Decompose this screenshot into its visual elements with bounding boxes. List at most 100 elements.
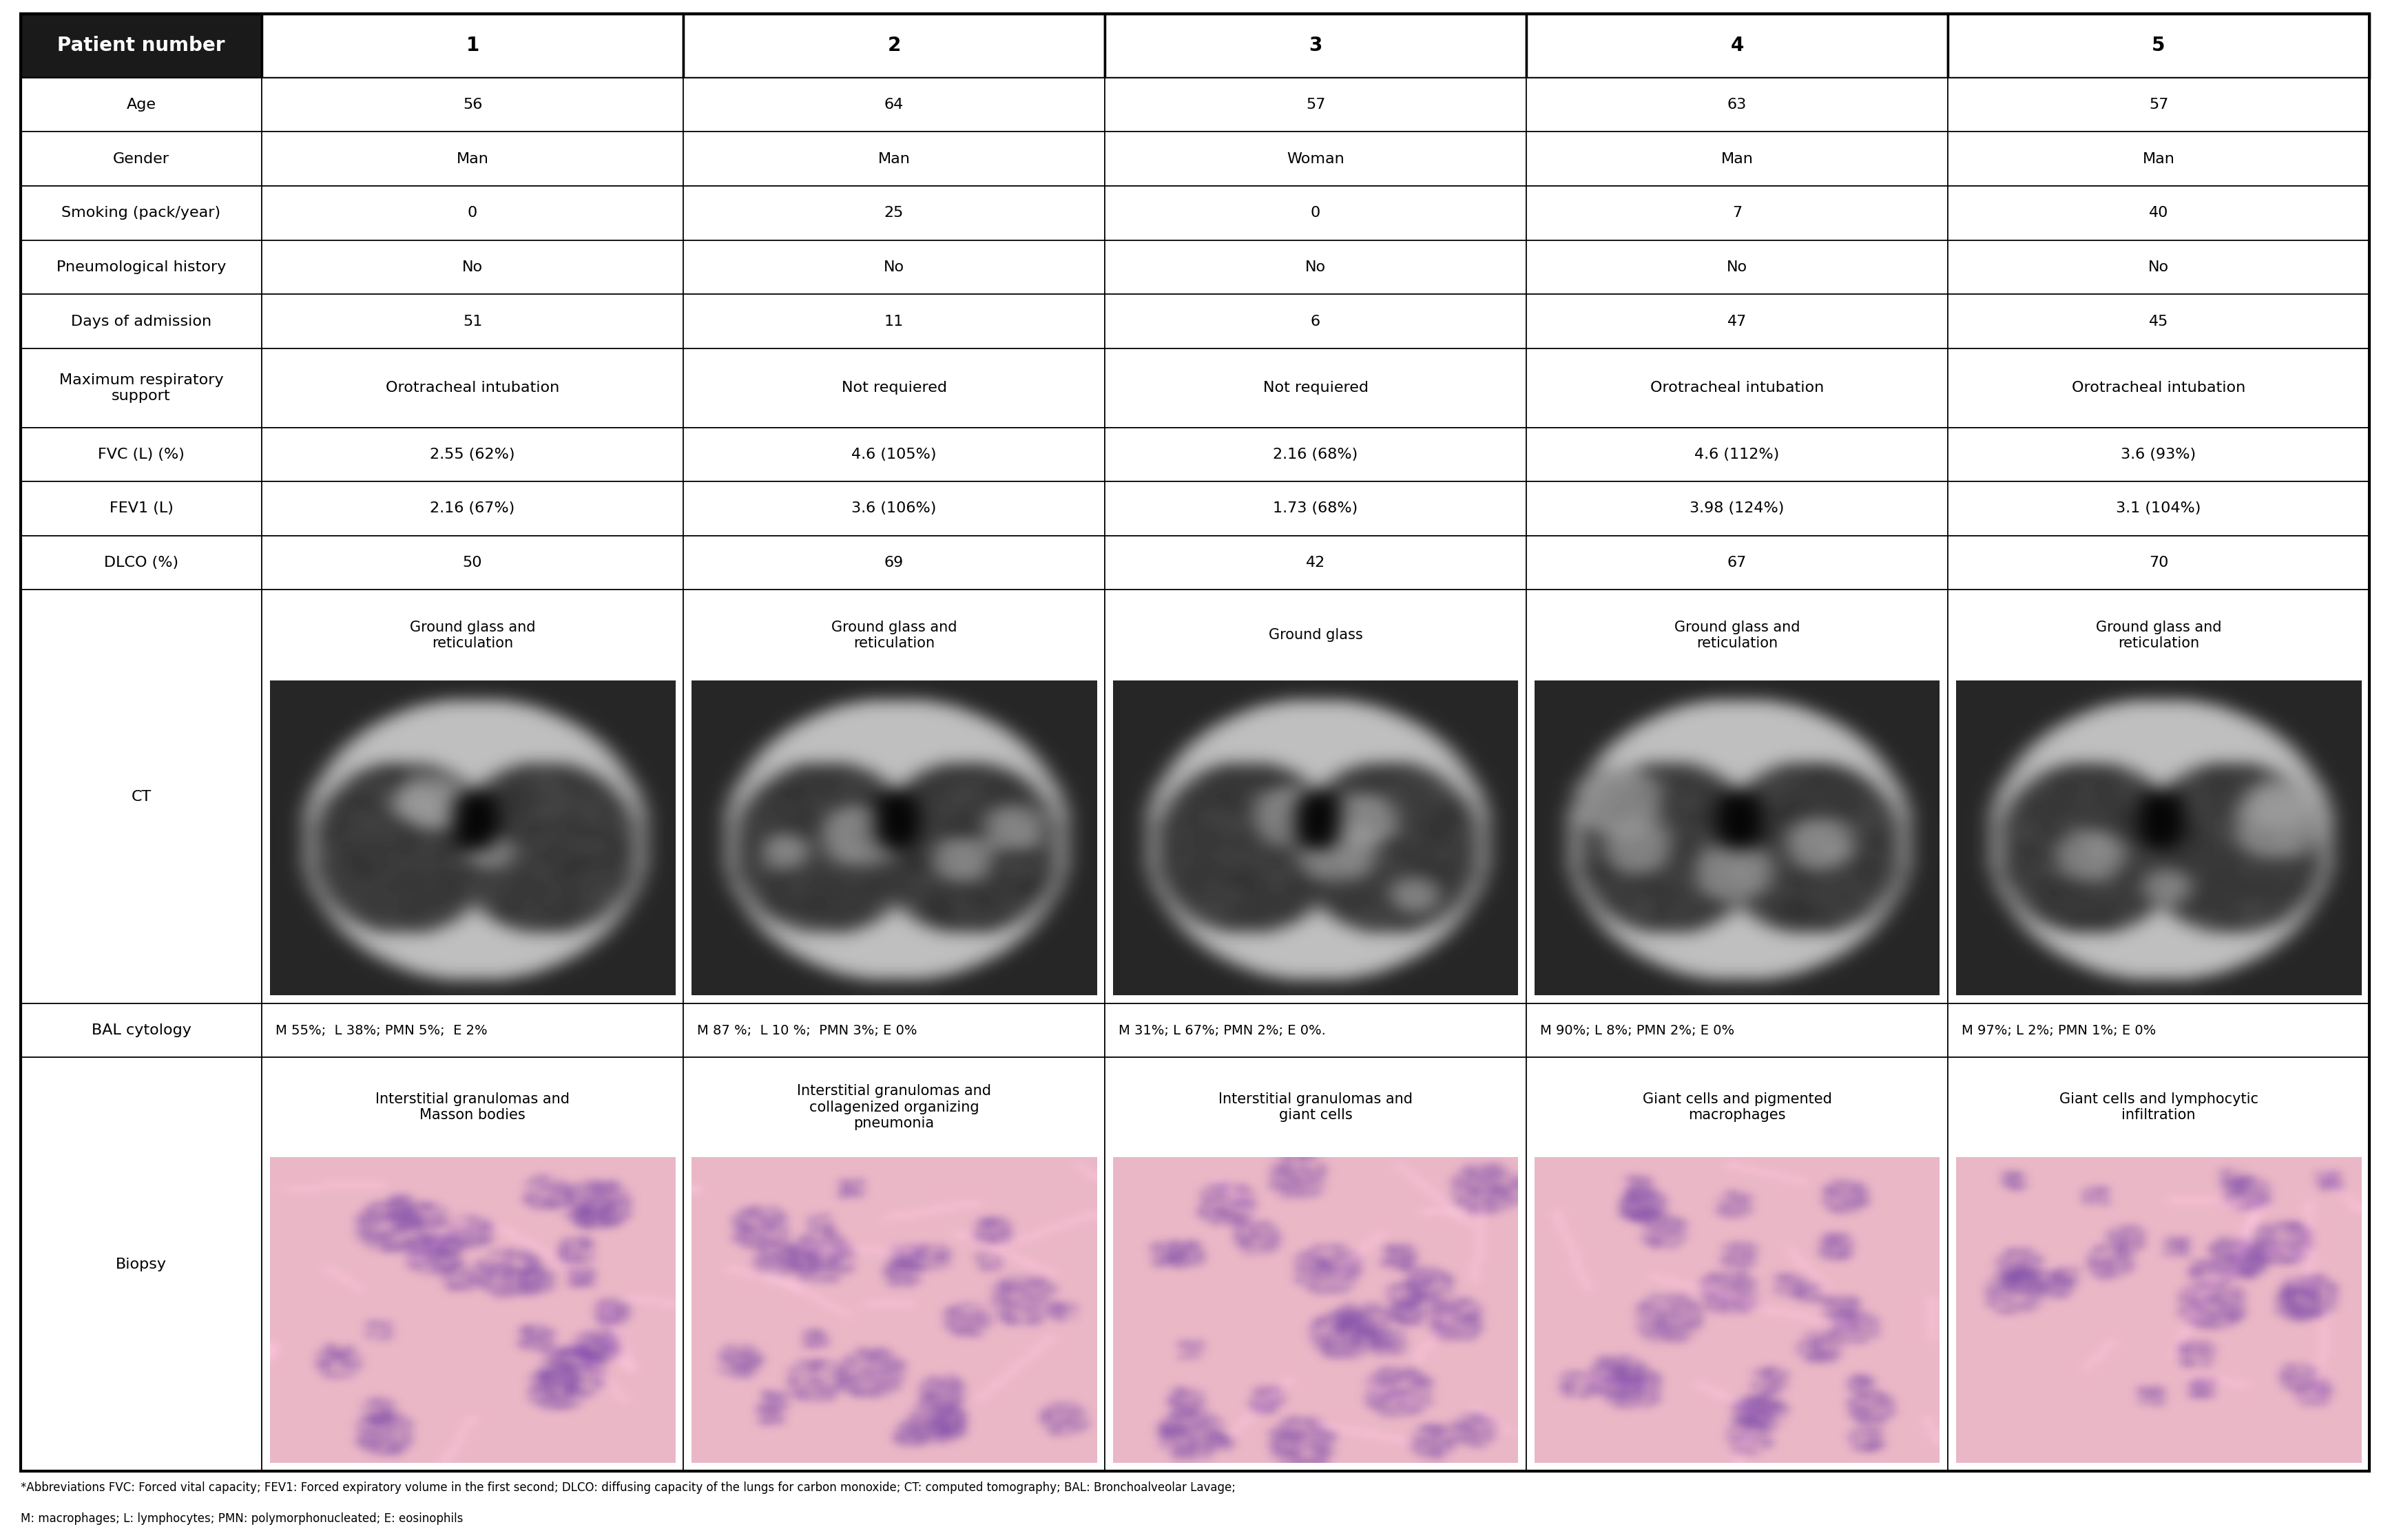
Bar [684,482,1104,536]
Text: Orotracheal intubation: Orotracheal intubation [2072,380,2247,394]
Bar [684,348,1104,428]
Text: Woman: Woman [1286,152,1346,166]
Bar [263,482,684,536]
Text: 42: 42 [1305,556,1326,570]
Bar [263,1058,684,1471]
Text: 3.6 (93%): 3.6 (93%) [2120,448,2196,462]
Bar [1948,482,2368,536]
Bar [263,77,684,132]
Bar [1948,536,2368,590]
Bar [22,536,263,590]
Bar [1527,1058,1948,1471]
Bar [1104,186,1527,240]
Bar [263,132,684,186]
Bar [1948,77,2368,132]
Text: No: No [884,260,903,274]
Text: Man: Man [1721,152,1754,166]
Bar [1104,482,1527,536]
Bar [1948,1004,2368,1058]
Text: CT: CT [131,790,151,804]
Bar [263,1004,684,1058]
Bar [22,77,263,132]
Bar [263,240,684,294]
Bar [1527,14,1948,77]
Text: Gender: Gender [112,152,170,166]
Bar [1527,1004,1948,1058]
Text: No: No [1305,260,1326,274]
Text: 3.98 (124%): 3.98 (124%) [1690,502,1785,516]
Text: Not requiered: Not requiered [841,380,946,394]
Text: Smoking (pack/year): Smoking (pack/year) [62,206,220,220]
Text: BAL cytology: BAL cytology [91,1024,191,1038]
Bar [1948,294,2368,348]
Bar [1104,1004,1527,1058]
Bar [1104,132,1527,186]
Text: 69: 69 [884,556,903,570]
Bar [1104,294,1527,348]
Bar [684,77,1104,132]
Bar [22,186,263,240]
Text: 11: 11 [884,314,903,328]
Bar [1527,77,1948,132]
Bar [263,294,684,348]
Text: 0: 0 [1310,206,1319,220]
Bar [684,14,1104,77]
Text: Ground glass and
reticulation: Ground glass and reticulation [832,621,956,650]
Text: Biopsy: Biopsy [115,1258,167,1270]
Bar [22,240,263,294]
Text: 40: 40 [2149,206,2168,220]
Text: Ground glass and
reticulation: Ground glass and reticulation [1675,621,1800,650]
Text: Ground glass and
reticulation: Ground glass and reticulation [2096,621,2220,650]
Bar [263,536,684,590]
Text: DLCO (%): DLCO (%) [103,556,179,570]
Text: Patient number: Patient number [57,35,225,55]
Bar [1527,294,1948,348]
Bar [1527,536,1948,590]
Text: Man: Man [456,152,488,166]
Bar [1527,482,1948,536]
Bar [684,428,1104,482]
Text: Orotracheal intubation: Orotracheal intubation [385,380,559,394]
Text: 70: 70 [2149,556,2168,570]
Bar [22,590,263,1004]
Bar [1104,428,1527,482]
Bar [1104,240,1527,294]
Text: No: No [1726,260,1747,274]
Text: *Abbreviations FVC: Forced vital capacity; FEV1: Forced expiratory volume in the: *Abbreviations FVC: Forced vital capacit… [22,1481,1236,1494]
Bar [1527,132,1948,186]
Text: 1: 1 [466,35,478,55]
Text: 0: 0 [468,206,478,220]
Text: M 55%;  L 38%; PMN 5%;  E 2%: M 55%; L 38%; PMN 5%; E 2% [275,1024,488,1036]
Bar [1527,348,1948,428]
Text: 57: 57 [2149,99,2168,112]
Text: Interstitial granulomas and
giant cells: Interstitial granulomas and giant cells [1219,1092,1412,1123]
Bar [1948,186,2368,240]
Text: 25: 25 [884,206,903,220]
Bar [1948,14,2368,77]
Bar [1948,348,2368,428]
Text: Man: Man [2141,152,2175,166]
Text: 7: 7 [1733,206,1742,220]
Bar [22,482,263,536]
Bar [684,1004,1104,1058]
Text: 50: 50 [464,556,483,570]
Bar [1104,14,1527,77]
Bar [263,348,684,428]
Text: Not requiered: Not requiered [1262,380,1367,394]
Bar [1948,590,2368,1004]
Bar [684,240,1104,294]
Text: 3.6 (106%): 3.6 (106%) [851,502,937,516]
Text: 2.55 (62%): 2.55 (62%) [430,448,514,462]
Text: 45: 45 [2149,314,2168,328]
Text: 6: 6 [1310,314,1319,328]
Text: Ground glass and
reticulation: Ground glass and reticulation [409,621,535,650]
Bar [1948,1058,2368,1471]
Bar [22,348,263,428]
Bar [263,186,684,240]
Text: 3: 3 [1310,35,1322,55]
Text: 51: 51 [464,314,483,328]
Text: Giant cells and pigmented
macrophages: Giant cells and pigmented macrophages [1642,1092,1831,1123]
Bar [1527,428,1948,482]
Text: Interstitial granulomas and
collagenized organizing
pneumonia: Interstitial granulomas and collagenized… [796,1084,992,1130]
Text: Days of admission: Days of admission [72,314,210,328]
